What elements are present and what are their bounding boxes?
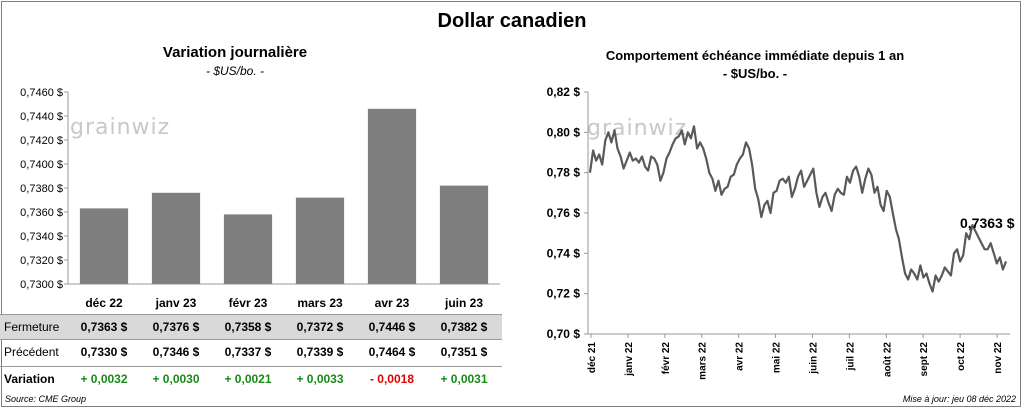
bar (223, 214, 273, 284)
x-tick-label: mai 22 (772, 342, 783, 374)
bar (79, 208, 129, 284)
x-tick-label: nov 22 (993, 342, 1004, 374)
table-cell: 0,7446 $ (368, 320, 416, 334)
y-tick-label: 0,72 $ (547, 287, 581, 301)
right-watermark: grainwiz (587, 116, 688, 141)
row-label: Précédent (4, 345, 59, 359)
y-tick-label: 0,7320 $ (20, 255, 63, 267)
right-chart-unit: - $US/bo. - (722, 66, 788, 81)
x-tick-label: avr 22 (735, 342, 746, 371)
table-cell: + 0,0021 (224, 372, 272, 386)
left-chart-title: Variation journalière (162, 44, 308, 61)
table-cell: + 0,0033 (296, 372, 344, 386)
table-cell: 0,7464 $ (368, 345, 416, 359)
table-cell: 0,7358 $ (224, 320, 272, 334)
table-cell: - 0,0018 (369, 372, 415, 386)
bar (367, 108, 417, 284)
y-tick-label: 0,80 $ (547, 125, 581, 139)
y-tick-label: 0,7440 $ (20, 111, 63, 123)
table-cell: + 0,0032 (80, 372, 128, 386)
bar (151, 192, 201, 284)
x-tick-label: janv 22 (624, 342, 635, 377)
x-tick-label: févr 22 (661, 342, 672, 375)
bar (295, 197, 345, 284)
y-tick-label: 0,7400 $ (20, 159, 63, 171)
y-tick-label: 0,7300 $ (20, 279, 63, 291)
y-tick-label: 0,7340 $ (20, 231, 63, 243)
table-cell: 0,7372 $ (296, 320, 344, 334)
bar (439, 185, 489, 284)
y-tick-label: 0,7420 $ (20, 135, 63, 147)
x-tick-label: mars 22 (698, 342, 709, 380)
table-cell: 0,7363 $ (80, 320, 128, 334)
page-title: Dollar canadien (437, 10, 587, 32)
y-tick-label: 0,7460 $ (20, 87, 63, 99)
update-note: Mise à jour: jeu 08 déc 2022 (902, 394, 1016, 404)
series-line (588, 125, 1008, 293)
table-row: Fermeture 0,7363 $ 0,7376 $ 0,7358 $ 0,7372 … (0, 314, 502, 340)
right-chart-title: Comportement échéance immédiate depuis 1… (605, 48, 905, 63)
y-tick-label: 0,74 $ (547, 246, 581, 260)
row-label: Fermeture (4, 320, 60, 334)
source-note: Source: CME Group (5, 394, 87, 404)
table-cell: 0,7339 $ (296, 345, 344, 359)
x-tick-label: sept 22 (919, 342, 930, 377)
x-tick-label: juil 22 (845, 342, 856, 372)
x-tick-label: août 22 (882, 342, 893, 377)
table-cell: 0,7382 $ (440, 320, 488, 334)
table-row: Variation + 0,0032 + 0,0030 + 0,0021 + 0,003… (0, 366, 502, 391)
last-value-label: 0,7363 $ (960, 215, 1015, 231)
x-tick-label: juin 22 (808, 342, 819, 375)
table-cell: 0,7330 $ (80, 345, 128, 359)
bar-chart: 0,7300 $ 0,7320 $ 0,7340 $ 0,7360 $ 0,7380 $… (20, 87, 500, 310)
x-tick-label: févr 23 (229, 296, 268, 310)
left-chart-unit: - $US/bo. - (205, 64, 265, 78)
row-label: Variation (4, 372, 55, 386)
table-row: Précédent 0,7330 $ 0,7346 $ 0,7337 $ 0,7339 … (0, 340, 502, 364)
x-tick-label: juin 23 (444, 296, 483, 310)
x-tick-label: déc 21 (587, 342, 598, 374)
x-tick-label: oct 22 (956, 342, 967, 371)
y-tick-label: 0,70 $ (547, 327, 581, 341)
table-cell: 0,7337 $ (224, 345, 272, 359)
x-tick-label: janv 23 (155, 296, 197, 310)
line-chart: 0,70 $ 0,72 $ 0,74 $ 0,76 $ 0,78 $ 0,80 $ 0,82… (547, 85, 1015, 380)
table-cell: 0,7351 $ (440, 345, 488, 359)
left-watermark: grainwiz (70, 115, 171, 140)
y-tick-label: 0,7380 $ (20, 183, 63, 195)
x-tick-label: déc 22 (85, 296, 123, 310)
table-cell: + 0,0030 (152, 372, 200, 386)
x-tick-label: avr 23 (375, 296, 410, 310)
table-cell: 0,7376 $ (152, 320, 200, 334)
table-cell: 0,7346 $ (152, 345, 200, 359)
y-tick-label: 0,82 $ (547, 85, 581, 99)
x-tick-label: mars 23 (297, 296, 343, 310)
y-tick-label: 0,7360 $ (20, 207, 63, 219)
y-tick-label: 0,76 $ (547, 206, 581, 220)
table-cell: + 0,0031 (440, 372, 488, 386)
y-tick-label: 0,78 $ (547, 166, 581, 180)
